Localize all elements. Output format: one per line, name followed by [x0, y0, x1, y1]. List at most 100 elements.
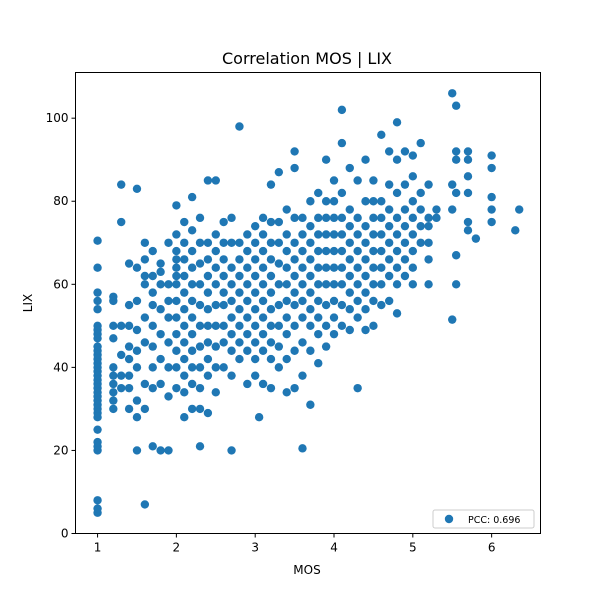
data-point [172, 255, 181, 264]
data-point [93, 305, 102, 314]
data-point [187, 379, 197, 389]
data-point [306, 271, 315, 281]
data-point [203, 321, 213, 331]
data-point [329, 230, 339, 239]
data-point [93, 342, 102, 351]
data-point [377, 197, 386, 206]
data-point [321, 342, 331, 351]
data-point [148, 271, 157, 281]
data-point [93, 496, 102, 505]
data-point [140, 379, 150, 389]
data-point [384, 271, 394, 281]
data-point [337, 188, 347, 198]
data-point [400, 205, 410, 214]
data-point [408, 172, 418, 181]
data-point [329, 263, 339, 272]
data-point [227, 371, 236, 380]
data-point [416, 238, 425, 247]
data-point [290, 213, 299, 223]
data-point [424, 180, 433, 189]
data-point [140, 280, 150, 289]
data-point [361, 305, 370, 314]
data-point [361, 288, 370, 297]
data-point [424, 221, 433, 231]
data-point [266, 180, 276, 189]
data-point [392, 118, 402, 127]
data-point [306, 400, 315, 409]
data-point [353, 246, 362, 256]
data-point [274, 238, 284, 247]
data-point [314, 359, 323, 368]
data-point [250, 371, 260, 380]
data-point [266, 338, 276, 347]
data-point [219, 255, 228, 264]
data-point [266, 383, 276, 393]
data-point [345, 325, 354, 335]
data-point [384, 255, 394, 264]
data-point [156, 329, 165, 339]
data-point [274, 167, 284, 177]
data-point [109, 363, 118, 372]
data-point [250, 288, 260, 297]
data-point [140, 404, 150, 414]
data-point [290, 271, 299, 281]
data-point [235, 122, 244, 131]
data-point [306, 288, 315, 297]
data-point [203, 354, 213, 364]
data-point [353, 230, 362, 239]
y-tick-label: 40 [53, 360, 68, 374]
data-point [180, 305, 189, 314]
data-point [337, 105, 347, 115]
data-point [172, 271, 181, 281]
data-point [250, 255, 260, 264]
data-point [487, 192, 496, 202]
data-point [290, 321, 299, 331]
data-point [258, 329, 268, 339]
y-tick-label: 80 [53, 194, 68, 208]
x-tick-label: 1 [94, 541, 102, 555]
data-point [148, 300, 157, 310]
x-tick-label: 5 [409, 541, 417, 555]
data-point [345, 205, 354, 214]
data-point [384, 147, 394, 156]
data-point [195, 342, 205, 351]
data-point [124, 321, 134, 331]
legend-label: PCC: 0.696 [468, 515, 520, 526]
data-point [117, 350, 126, 360]
data-point [384, 238, 394, 247]
data-point [258, 230, 268, 239]
data-point [361, 325, 370, 335]
data-point [187, 226, 197, 235]
data-point [250, 271, 260, 281]
chart-title: Correlation MOS | LIX [222, 49, 392, 68]
data-point [369, 321, 378, 331]
data-point [384, 180, 394, 189]
data-point [124, 371, 134, 380]
data-point [156, 259, 165, 268]
data-point [463, 155, 473, 164]
data-point [321, 280, 331, 289]
data-point [227, 296, 236, 306]
data-point [109, 388, 118, 397]
data-point [227, 346, 236, 355]
data-point [369, 246, 378, 256]
data-point [361, 221, 370, 231]
data-point [140, 255, 150, 264]
data-point [314, 313, 323, 322]
data-point [254, 413, 264, 422]
data-point [424, 280, 433, 289]
data-point [408, 230, 418, 239]
data-point [448, 315, 457, 324]
data-point [377, 246, 386, 256]
data-point [164, 363, 173, 372]
data-point [203, 288, 213, 297]
data-point [172, 201, 181, 210]
data-point [140, 500, 150, 509]
data-point [337, 246, 347, 256]
data-point [282, 329, 291, 339]
data-point [298, 230, 307, 239]
data-point [274, 342, 284, 351]
data-point [306, 255, 315, 264]
data-point [408, 213, 418, 223]
data-point [219, 300, 228, 310]
